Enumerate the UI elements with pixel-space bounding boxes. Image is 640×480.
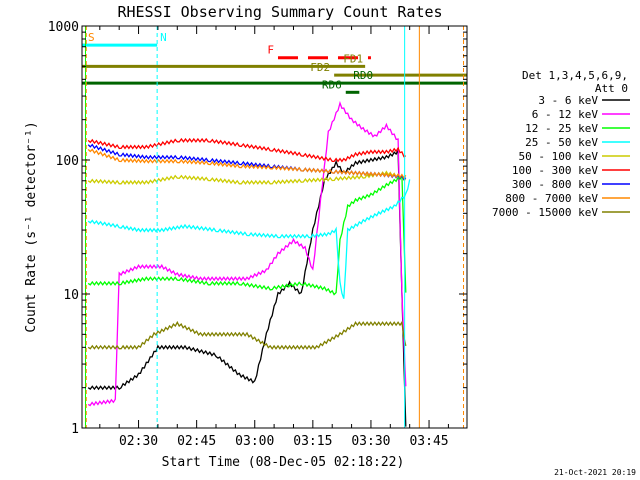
x-tick-label: 02:30 xyxy=(119,434,158,449)
plot-frame xyxy=(81,25,468,429)
series-800-7000-kev-line xyxy=(87,148,407,179)
legend-entry-100-300-kev: 100 - 300 keV xyxy=(512,164,598,177)
legend-entry-50-100-kev: 50 - 100 keV xyxy=(519,150,599,163)
legend-entry-25-50-kev: 25 - 50 keV xyxy=(525,136,598,149)
x-tick-label: 03:30 xyxy=(351,434,390,449)
axes: 1 10 100 1000 02:30 02:45 03:00 03:15 03:30 03:45 xyxy=(48,20,467,449)
chart-title: RHESSI Observing Summary Count Rates xyxy=(117,3,442,21)
series-6-12-kev-line xyxy=(87,100,407,407)
x-tick-label: 03:15 xyxy=(293,434,332,449)
series-3-6-kev-line xyxy=(87,148,407,427)
x-tick-label: 03:00 xyxy=(235,434,274,449)
legend-entry-12-25-kev: 12 - 25 keV xyxy=(525,122,598,135)
y-tick-label: 100 xyxy=(56,154,79,169)
legend-entry-800-7000-kev: 800 - 7000 keV xyxy=(505,192,598,205)
x-tick-label: 03:45 xyxy=(409,434,448,449)
footer-date: 21-Oct-2021 20:19 xyxy=(554,468,636,477)
flag-label-n: N xyxy=(160,31,167,44)
series-lines xyxy=(87,100,411,427)
flag-label-rd6: RD6 xyxy=(322,78,342,91)
flag-label-f: F xyxy=(267,44,274,57)
flag-bars: S N F FD1 FD2 RD0 RD6 xyxy=(82,31,467,94)
flag-label-fd2: FD2 xyxy=(310,61,330,74)
y-axis-label: Count Rate (s⁻¹ detector⁻¹) xyxy=(24,121,39,332)
series-25-50-kev-line xyxy=(87,179,411,299)
x-tick-label: 02:45 xyxy=(177,434,216,449)
legend-entry-3-6-kev: 3 - 6 keV xyxy=(538,94,598,107)
legend-entry-7000-15000-kev: 7000 - 15000 keV xyxy=(492,206,598,219)
y-tick-label: 10 xyxy=(63,288,79,303)
series-50-100-kev-line xyxy=(87,170,407,185)
flag-label-rd0: RD0 xyxy=(353,69,373,82)
vertical-markers xyxy=(84,26,465,428)
flag-label-s: S xyxy=(88,31,95,44)
legend-title-line: Att 0 xyxy=(595,82,628,95)
series-12-25-kev-line xyxy=(87,175,407,296)
flag-label-fd1: FD1 xyxy=(343,52,363,65)
series-7000-15000-kev-line xyxy=(87,320,407,350)
legend-entry-300-800-kev: 300 - 800 keV xyxy=(512,178,598,191)
x-axis-label: Start Time (08-Dec-05 02:18:22) xyxy=(162,455,405,470)
y-tick-label: 1000 xyxy=(48,20,79,35)
legend-title-line: Det 1,3,4,5,6,9, xyxy=(522,69,628,82)
y-tick-label: 1 xyxy=(71,422,79,437)
series-100-300-kev-line xyxy=(87,137,407,163)
legend-entry-6-12-kev: 6 - 12 keV xyxy=(532,108,599,121)
